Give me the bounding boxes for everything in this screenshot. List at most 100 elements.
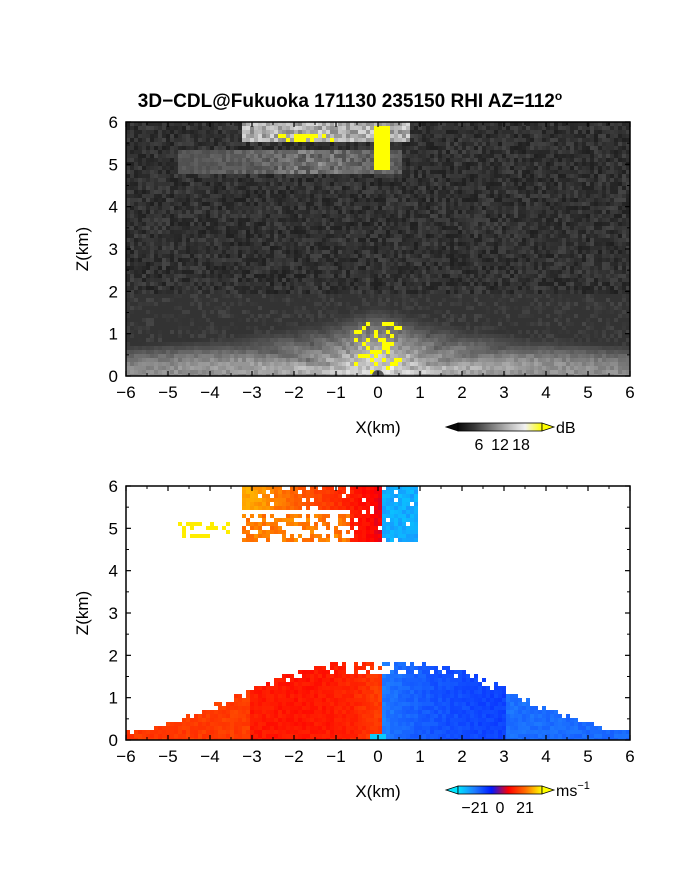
- reflectivity-cell: [254, 198, 258, 202]
- reflectivity-cell: [242, 262, 246, 266]
- reflectivity-cell: [246, 342, 250, 346]
- reflectivity-cell: [278, 314, 282, 318]
- reflectivity-cell: [186, 358, 190, 362]
- reflectivity-cell: [410, 322, 414, 326]
- reflectivity-cell: [250, 234, 254, 238]
- reflectivity-cell: [346, 170, 350, 174]
- reflectivity-cell: [378, 142, 382, 146]
- reflectivity-cell: [254, 178, 258, 182]
- reflectivity-cell: [430, 342, 434, 346]
- reflectivity-cell: [410, 338, 414, 342]
- reflectivity-cell: [306, 358, 310, 362]
- reflectivity-cell: [314, 314, 318, 318]
- reflectivity-cell: [214, 326, 218, 330]
- reflectivity-cell: [198, 206, 202, 210]
- reflectivity-cell: [198, 146, 202, 150]
- reflectivity-cell: [194, 362, 198, 366]
- reflectivity-cell: [306, 206, 310, 210]
- reflectivity-cell: [310, 306, 314, 310]
- reflectivity-cell: [254, 374, 258, 376]
- reflectivity-cell: [422, 302, 426, 306]
- reflectivity-cell: [170, 290, 174, 294]
- reflectivity-cell: [174, 318, 178, 322]
- reflectivity-cell: [366, 146, 370, 150]
- reflectivity-cell: [190, 154, 194, 158]
- reflectivity-cell: [334, 242, 338, 246]
- reflectivity-cell: [410, 234, 414, 238]
- reflectivity-cell: [382, 190, 386, 194]
- reflectivity-cell: [258, 170, 262, 174]
- reflectivity-cell: [154, 158, 158, 162]
- reflectivity-cell: [334, 170, 338, 174]
- reflectivity-cell: [150, 190, 154, 194]
- reflectivity-cell: [366, 334, 370, 338]
- reflectivity-cell: [326, 298, 330, 302]
- reflectivity-cell: [358, 218, 362, 222]
- reflectivity-cell: [262, 134, 266, 138]
- reflectivity-cell: [170, 150, 174, 154]
- reflectivity-cell: [182, 142, 186, 146]
- reflectivity-cell: [194, 318, 198, 322]
- reflectivity-cell: [378, 130, 382, 134]
- reflectivity-cell: [134, 150, 138, 154]
- reflectivity-cell: [178, 294, 182, 298]
- reflectivity-cell: [250, 182, 254, 186]
- reflectivity-cell: [238, 310, 242, 314]
- reflectivity-cell: [342, 138, 346, 142]
- reflectivity-cell: [350, 134, 354, 138]
- reflectivity-cell: [402, 254, 406, 258]
- reflectivity-cell: [194, 310, 198, 314]
- reflectivity-cell: [154, 150, 158, 154]
- reflectivity-cell: [234, 202, 238, 206]
- reflectivity-cell: [162, 142, 166, 146]
- reflectivity-cell: [154, 342, 158, 346]
- reflectivity-cell: [398, 294, 402, 298]
- reflectivity-cell: [366, 346, 370, 350]
- reflectivity-cell: [254, 294, 258, 298]
- reflectivity-cell: [422, 150, 426, 154]
- reflectivity-cell: [186, 322, 190, 326]
- reflectivity-cell: [386, 242, 390, 246]
- reflectivity-cell: [334, 226, 338, 230]
- reflectivity-cell: [350, 202, 354, 206]
- reflectivity-cell: [246, 314, 250, 318]
- reflectivity-cell: [434, 198, 438, 202]
- reflectivity-cell: [210, 362, 214, 366]
- reflectivity-cell: [250, 210, 254, 214]
- reflectivity-cell: [238, 366, 242, 370]
- reflectivity-cell: [370, 306, 374, 310]
- reflectivity-cell: [322, 158, 326, 162]
- reflectivity-cell: [346, 266, 350, 270]
- reflectivity-cell: [390, 166, 394, 170]
- reflectivity-cell: [238, 214, 242, 218]
- reflectivity-cell: [146, 338, 150, 342]
- reflectivity-cell: [278, 158, 282, 162]
- reflectivity-cell: [202, 138, 206, 142]
- reflectivity-cell: [150, 358, 154, 362]
- reflectivity-cell: [146, 198, 150, 202]
- reflectivity-cell: [294, 358, 298, 362]
- reflectivity-cell: [270, 150, 274, 154]
- reflectivity-cell: [406, 270, 410, 274]
- reflectivity-cell: [370, 226, 374, 230]
- reflectivity-cell: [330, 334, 334, 338]
- reflectivity-cell: [150, 234, 154, 238]
- reflectivity-cell: [358, 354, 362, 358]
- reflectivity-cell: [262, 222, 266, 226]
- reflectivity-cell: [130, 338, 134, 342]
- reflectivity-cell: [278, 366, 282, 370]
- reflectivity-cell: [406, 218, 410, 222]
- reflectivity-cell: [302, 146, 306, 150]
- reflectivity-cell: [166, 258, 170, 262]
- reflectivity-cell: [214, 322, 218, 326]
- reflectivity-cell: [386, 202, 390, 206]
- reflectivity-cell: [402, 186, 406, 190]
- reflectivity-cell: [142, 146, 146, 150]
- reflectivity-cell: [166, 282, 170, 286]
- reflectivity-cell: [294, 142, 298, 146]
- reflectivity-cell: [390, 262, 394, 266]
- reflectivity-cell: [422, 202, 426, 206]
- reflectivity-cell: [202, 170, 206, 174]
- reflectivity-cell: [190, 250, 194, 254]
- reflectivity-cell: [194, 230, 198, 234]
